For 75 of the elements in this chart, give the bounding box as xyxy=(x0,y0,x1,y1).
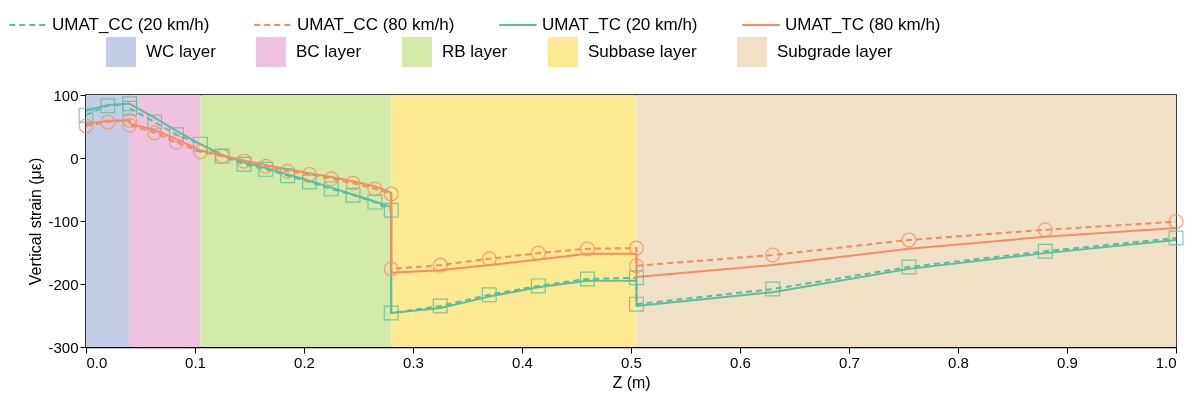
x-tick-label: 0.9 xyxy=(1057,353,1078,371)
point xyxy=(481,251,497,267)
legend-label: UMAT_CC (20 km/h) xyxy=(52,15,210,34)
point xyxy=(323,181,339,197)
point xyxy=(628,296,644,312)
point xyxy=(122,100,138,116)
legend-label: UMAT_CC (80 km/h) xyxy=(297,15,455,34)
point xyxy=(301,166,317,182)
point xyxy=(579,271,595,287)
legend-label: RB layer xyxy=(442,42,508,61)
x-tick-label: 0.8 xyxy=(948,353,969,371)
x-tick-label: 0.4 xyxy=(512,353,533,371)
point xyxy=(432,298,448,314)
point xyxy=(345,187,361,203)
point xyxy=(192,144,208,160)
point xyxy=(147,114,163,130)
point xyxy=(628,258,644,274)
x-tick-label: 0.6 xyxy=(730,353,751,371)
legend-label: WC layer xyxy=(146,42,217,61)
point xyxy=(280,163,296,179)
legend-label: UMAT_TC (80 km/h) xyxy=(785,15,941,34)
point xyxy=(345,175,361,191)
point xyxy=(367,194,383,210)
point xyxy=(530,245,546,261)
point xyxy=(383,186,399,202)
point xyxy=(323,171,339,187)
legend-label: Subbase layer xyxy=(588,42,698,61)
legend-label: BC layer xyxy=(296,42,362,61)
point xyxy=(481,287,497,303)
point xyxy=(147,125,163,141)
legend-label: Subgrade layer xyxy=(777,42,893,61)
legend-label: UMAT_TC (20 km/h) xyxy=(542,15,698,34)
point xyxy=(1168,214,1184,230)
y-tick-label: -200 xyxy=(48,275,79,293)
point xyxy=(122,112,138,128)
point xyxy=(765,247,781,263)
point xyxy=(1037,243,1053,259)
point xyxy=(628,270,644,286)
x-tick-label: 0.5 xyxy=(621,353,642,371)
y-tick-label: -300 xyxy=(48,338,79,356)
point xyxy=(122,96,138,112)
x-tick-label: 1.0 xyxy=(1155,353,1177,371)
point xyxy=(168,134,184,150)
point xyxy=(579,241,595,257)
x-tick-label: 0.0 xyxy=(86,353,108,371)
point xyxy=(383,261,399,277)
point xyxy=(78,118,94,134)
point xyxy=(901,259,917,275)
point xyxy=(432,257,448,273)
point xyxy=(383,305,399,321)
x-tick-label: 0.1 xyxy=(185,353,206,371)
point xyxy=(901,232,917,248)
x-tick-label: 0.3 xyxy=(403,353,424,371)
point xyxy=(383,202,399,218)
point xyxy=(122,117,138,133)
point xyxy=(100,98,116,114)
point xyxy=(1037,222,1053,238)
y-tick-label: -100 xyxy=(48,212,79,230)
point xyxy=(530,278,546,294)
x-tick-label: 0.7 xyxy=(839,353,860,371)
point xyxy=(280,168,296,184)
point xyxy=(301,174,317,190)
y-tick-label: 100 xyxy=(53,86,79,104)
x-tick-label: 0.2 xyxy=(294,353,315,371)
point xyxy=(628,240,644,256)
point xyxy=(1168,230,1184,246)
point xyxy=(192,136,208,152)
y-tick-label: 0 xyxy=(70,149,79,167)
point xyxy=(168,127,184,143)
point xyxy=(78,107,94,123)
y-axis-title: Vertical strain (με) xyxy=(27,157,45,286)
x-axis-title: Z (m) xyxy=(612,373,651,391)
point xyxy=(367,181,383,197)
point xyxy=(100,114,116,130)
point xyxy=(765,281,781,297)
